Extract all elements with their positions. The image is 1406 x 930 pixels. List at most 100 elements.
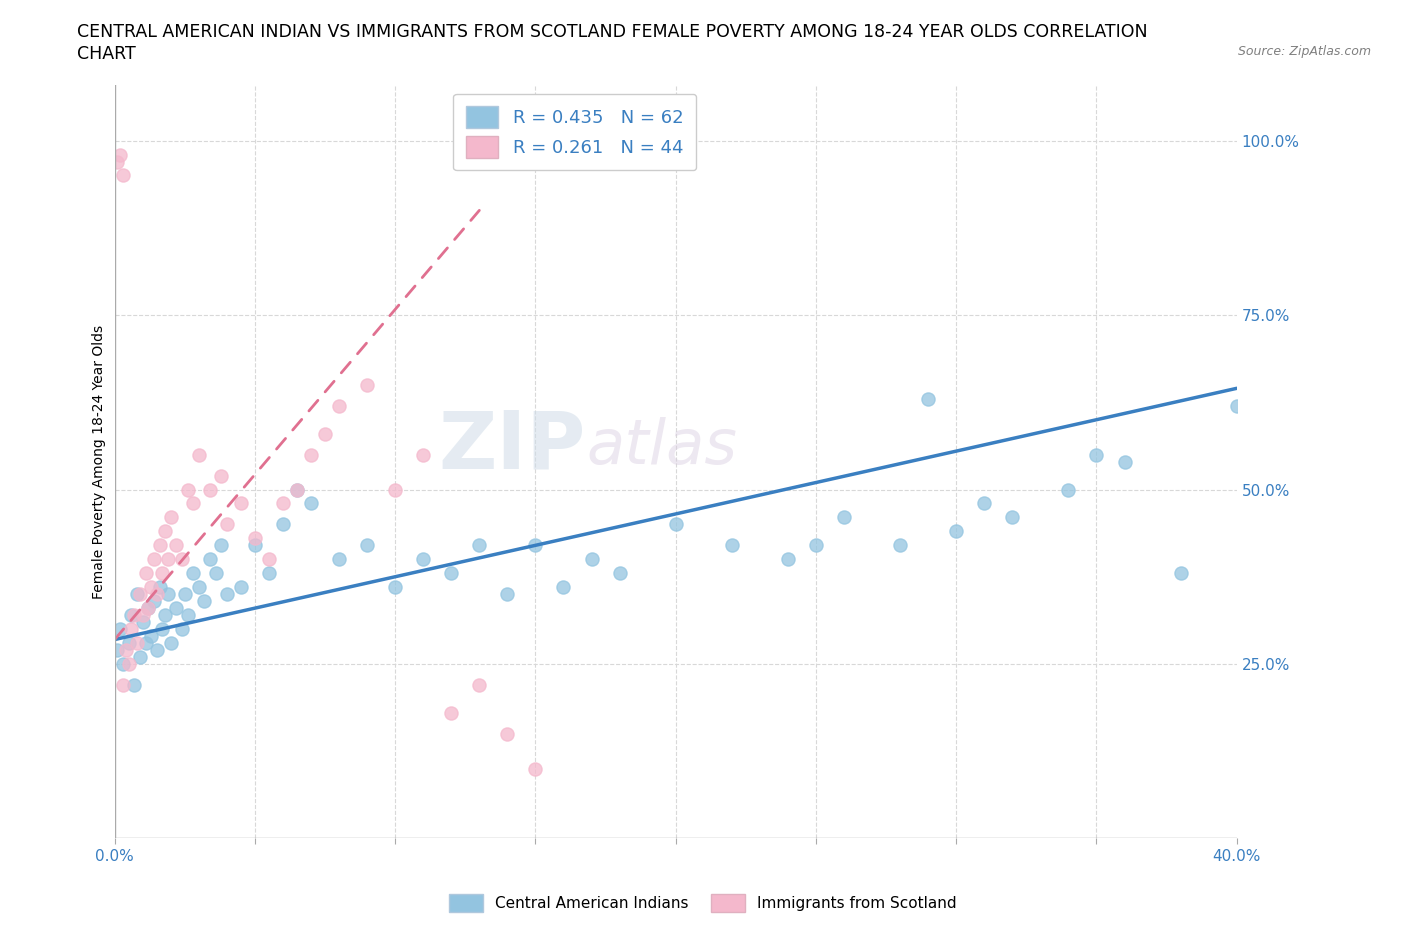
Point	[257, 565, 280, 580]
Point	[412, 447, 434, 462]
Point	[110, 621, 132, 636]
Point	[181, 565, 204, 580]
Point	[136, 601, 159, 616]
Point	[181, 496, 204, 511]
Point	[440, 565, 463, 580]
Point	[215, 587, 238, 602]
Point	[110, 147, 132, 162]
Point	[165, 538, 187, 552]
Point	[889, 538, 911, 552]
Point	[118, 657, 141, 671]
Point	[524, 538, 547, 552]
Point	[187, 579, 209, 594]
Point	[132, 615, 155, 630]
Point	[496, 587, 519, 602]
Point	[384, 579, 406, 594]
Point	[271, 496, 294, 511]
Point	[285, 482, 308, 497]
Point	[127, 635, 149, 650]
Point	[170, 621, 193, 636]
Point	[124, 607, 146, 622]
Point	[257, 551, 280, 566]
Point	[440, 705, 463, 720]
Point	[973, 496, 995, 511]
Point	[198, 482, 221, 497]
Point	[468, 677, 491, 692]
Point	[609, 565, 631, 580]
Point	[176, 607, 198, 622]
Point	[139, 579, 162, 594]
Legend: Central American Indians, Immigrants from Scotland: Central American Indians, Immigrants fro…	[443, 888, 963, 918]
Point	[159, 635, 181, 650]
Point	[229, 496, 252, 511]
Point	[150, 621, 173, 636]
Point	[170, 551, 193, 566]
Point	[132, 607, 155, 622]
Point	[107, 154, 129, 169]
Point	[917, 392, 939, 406]
Point	[118, 635, 141, 650]
Point	[193, 593, 215, 608]
Point	[112, 677, 135, 692]
Point	[832, 510, 855, 525]
Point	[1170, 565, 1192, 580]
Point	[139, 629, 162, 644]
Point	[720, 538, 742, 552]
Legend: R = 0.435   N = 62, R = 0.261   N = 44: R = 0.435 N = 62, R = 0.261 N = 44	[453, 94, 696, 170]
Point	[945, 524, 967, 538]
Point	[243, 531, 266, 546]
Point	[384, 482, 406, 497]
Point	[356, 378, 378, 392]
Point	[1226, 398, 1249, 413]
Point	[134, 635, 156, 650]
Point	[145, 587, 167, 602]
Point	[1001, 510, 1024, 525]
Point	[299, 447, 322, 462]
Point	[115, 643, 138, 658]
Point	[156, 587, 179, 602]
Point	[215, 517, 238, 532]
Point	[142, 593, 165, 608]
Point	[145, 643, 167, 658]
Point	[142, 551, 165, 566]
Point	[1057, 482, 1080, 497]
Point	[204, 565, 226, 580]
Point	[112, 168, 135, 183]
Point	[173, 587, 195, 602]
Point	[134, 565, 156, 580]
Text: CENTRAL AMERICAN INDIAN VS IMMIGRANTS FROM SCOTLAND FEMALE POVERTY AMONG 18-24 Y: CENTRAL AMERICAN INDIAN VS IMMIGRANTS FR…	[77, 23, 1147, 41]
Point	[165, 601, 187, 616]
Point	[153, 524, 176, 538]
Text: atlas: atlas	[586, 417, 737, 476]
Point	[243, 538, 266, 552]
Point	[271, 517, 294, 532]
Point	[328, 551, 350, 566]
Point	[356, 538, 378, 552]
Point	[285, 482, 308, 497]
Point	[198, 551, 221, 566]
Text: CHART: CHART	[77, 45, 136, 62]
Point	[496, 726, 519, 741]
Point	[156, 551, 179, 566]
Point	[299, 496, 322, 511]
Point	[176, 482, 198, 497]
Text: Source: ZipAtlas.com: Source: ZipAtlas.com	[1237, 45, 1371, 58]
Point	[150, 565, 173, 580]
Text: ZIP: ZIP	[439, 407, 586, 485]
Point	[129, 587, 152, 602]
Point	[121, 621, 143, 636]
Point	[665, 517, 688, 532]
Point	[209, 538, 232, 552]
Point	[468, 538, 491, 552]
Point	[1085, 447, 1108, 462]
Point	[127, 587, 149, 602]
Point	[148, 538, 170, 552]
Point	[209, 468, 232, 483]
Point	[1114, 454, 1136, 469]
Point	[153, 607, 176, 622]
Point	[124, 677, 146, 692]
Point	[314, 426, 336, 441]
Point	[328, 398, 350, 413]
Point	[136, 601, 159, 616]
Point	[112, 657, 135, 671]
